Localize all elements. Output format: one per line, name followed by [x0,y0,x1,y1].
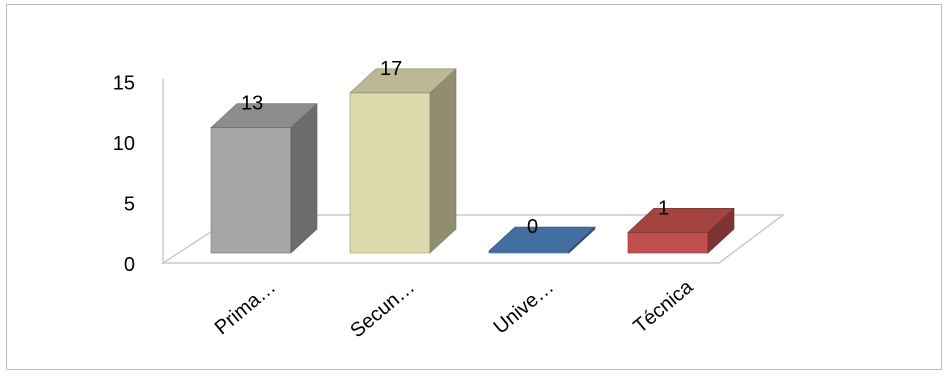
bar-chart: 0 5 10 15 13 Prima… 17 Secun… 0 Unive… 1 Técnica [113,58,785,342]
bar-front-face [349,92,431,254]
y-tick-label: 0 [124,254,135,276]
y-tick-label: 15 [113,72,135,94]
bar-side-face [429,68,457,254]
bar-top-face [627,207,735,233]
y-tick-label: 10 [113,133,135,155]
data-label: 1 [658,197,669,219]
bar-2 [488,226,596,254]
bar-top-face [349,68,457,94]
bar-1 [349,68,457,254]
data-label: 0 [527,216,538,238]
bar-side-face [290,103,318,254]
category-label: Unive… [490,276,559,339]
bar-front-face [210,127,292,254]
category-label: Técnica [629,275,697,337]
bar-3 [627,207,735,254]
bar-top-face [210,103,318,128]
category-label: Secun… [346,276,419,342]
bar-0 [210,103,318,254]
chart-frame: 0 5 10 15 13 Prima… 17 Secun… 0 Unive… 1 Técnica [6,4,942,370]
y-tick-label: 5 [124,193,135,215]
data-label: 17 [380,58,402,80]
chart-bars [210,68,735,254]
category-label: Prima… [211,276,280,339]
data-label: 13 [241,93,263,115]
bar-front-face [627,231,709,254]
y-axis-ticks: 0 5 10 15 [113,72,135,276]
bar-top-face [488,226,596,252]
